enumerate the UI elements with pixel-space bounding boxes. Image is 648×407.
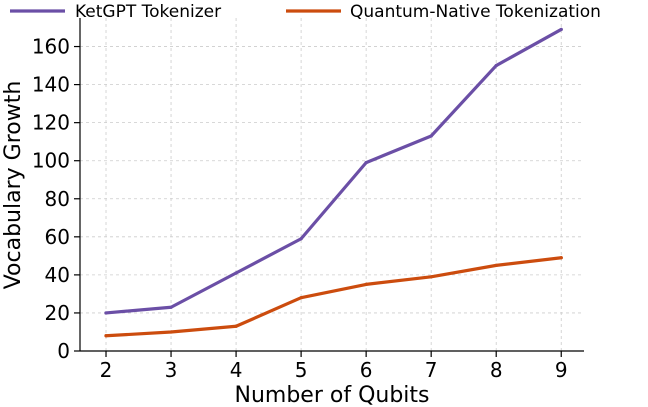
legend-label-1: Quantum-Native Tokenization bbox=[350, 2, 601, 22]
x-tick-label: 5 bbox=[295, 358, 308, 382]
y-tick-label: 160 bbox=[32, 35, 70, 59]
x-tick-label: 3 bbox=[165, 358, 178, 382]
y-tick-label: 80 bbox=[45, 187, 70, 211]
series-line-1 bbox=[104, 256, 563, 338]
legend-label-0: KetGPT Tokenizer bbox=[75, 2, 221, 22]
data-point bbox=[104, 311, 108, 315]
data-point bbox=[169, 305, 173, 309]
data-point bbox=[299, 237, 303, 241]
y-tick-label: 120 bbox=[32, 111, 70, 135]
x-tick-label: 8 bbox=[490, 358, 503, 382]
y-tick-label: 40 bbox=[45, 263, 70, 287]
data-point bbox=[494, 263, 498, 267]
series-line-0 bbox=[104, 27, 563, 315]
legend: KetGPT Tokenizer Quantum-Native Tokenizat… bbox=[10, 2, 601, 22]
x-tick-label: 6 bbox=[360, 358, 373, 382]
data-point bbox=[364, 161, 368, 165]
y-ticks: 0 20 40 60 80 100 120 140 160 bbox=[32, 35, 80, 363]
x-tick-label: 4 bbox=[230, 358, 243, 382]
x-tick-label: 7 bbox=[425, 358, 438, 382]
x-ticks: 2 3 4 5 6 7 8 9 bbox=[100, 351, 568, 382]
y-tick-label: 100 bbox=[32, 149, 70, 173]
x-tick-label: 9 bbox=[555, 358, 568, 382]
data-point bbox=[494, 63, 498, 68]
data-point bbox=[104, 334, 108, 338]
data-point bbox=[299, 296, 303, 300]
data-point bbox=[169, 330, 173, 334]
y-tick-label: 0 bbox=[57, 339, 70, 363]
x-axis-label: Number of Qubits bbox=[235, 383, 430, 407]
data-point bbox=[234, 271, 238, 275]
data-point bbox=[234, 324, 238, 328]
x-tick-label: 2 bbox=[100, 358, 113, 382]
data-point bbox=[559, 256, 563, 260]
y-tick-label: 140 bbox=[32, 73, 70, 97]
data-point bbox=[429, 134, 433, 138]
data-point bbox=[429, 275, 433, 279]
data-point bbox=[364, 282, 368, 286]
data-point bbox=[559, 27, 563, 32]
grid bbox=[80, 18, 584, 352]
y-tick-label: 20 bbox=[45, 301, 70, 325]
y-axis-label: Vocabulary Growth bbox=[1, 81, 26, 290]
plot-lines bbox=[104, 27, 563, 338]
y-tick-label: 60 bbox=[45, 225, 70, 249]
